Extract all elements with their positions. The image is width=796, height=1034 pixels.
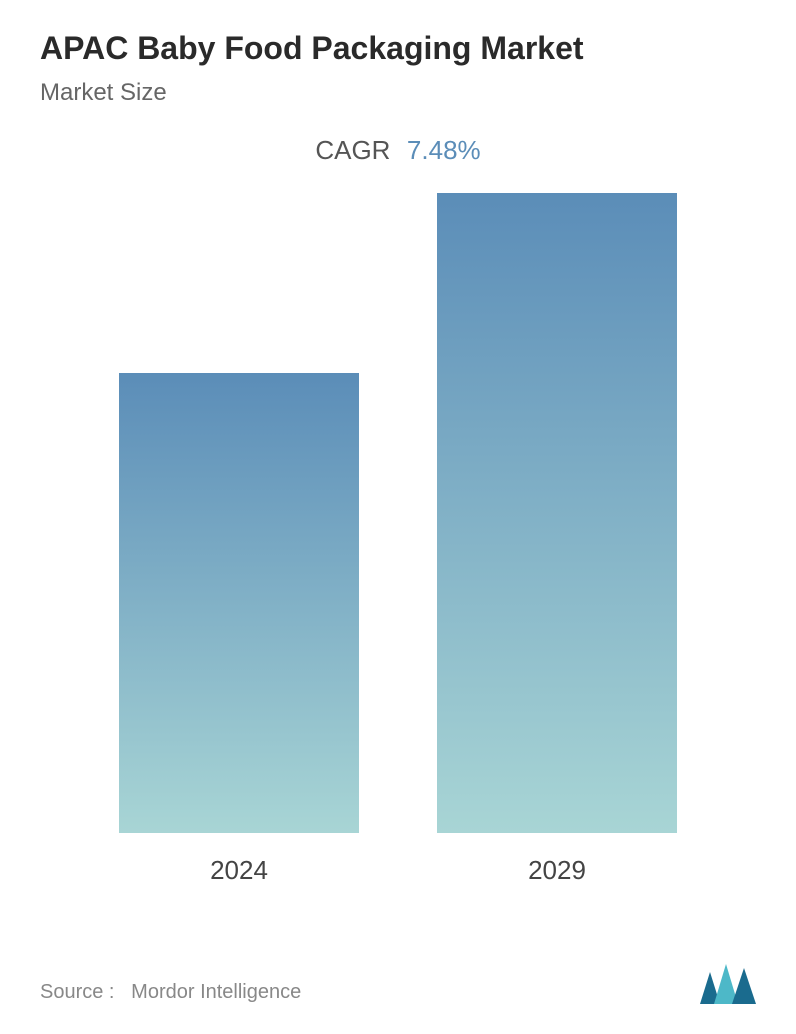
source-attribution: Source : Mordor Intelligence (40, 981, 301, 1004)
bar-label-2029: 2029 (528, 855, 586, 886)
source-label: Source : (40, 981, 114, 1003)
chart-title: APAC Baby Food Packaging Market (40, 30, 756, 67)
bar-chart: 2024 2029 (40, 206, 756, 886)
brand-logo-icon (700, 964, 756, 1004)
chart-footer: Source : Mordor Intelligence (40, 964, 756, 1004)
cagr-label: CAGR (315, 135, 390, 165)
bar-label-2024: 2024 (210, 855, 268, 886)
cagr-container: CAGR 7.48% (40, 135, 756, 166)
source-name: Mordor Intelligence (131, 981, 301, 1003)
bar-2024 (119, 373, 359, 833)
bar-2029 (437, 193, 677, 833)
cagr-value: 7.48% (407, 135, 481, 165)
bar-group-2024: 2024 (109, 373, 369, 886)
chart-subtitle: Market Size (40, 79, 756, 107)
bar-group-2029: 2029 (427, 193, 687, 886)
